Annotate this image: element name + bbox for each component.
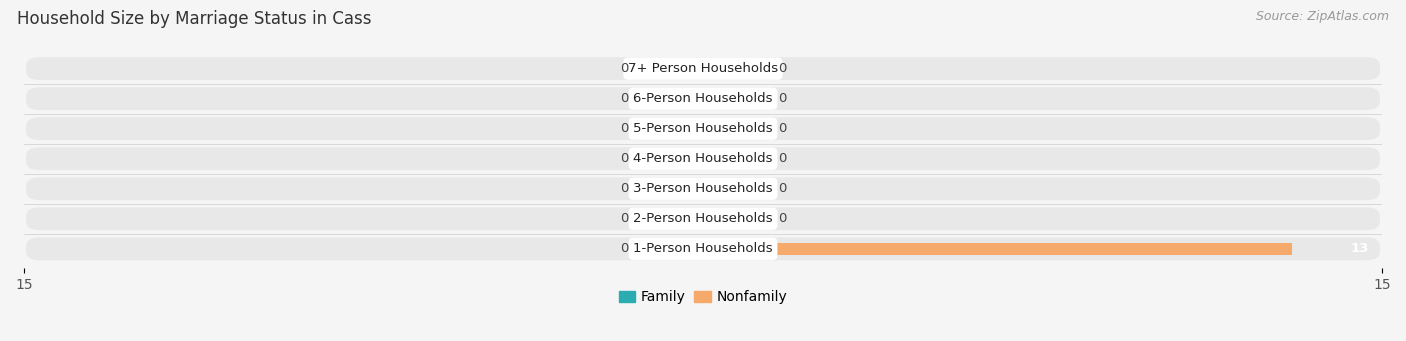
Text: 0: 0 [778, 122, 786, 135]
Bar [703, 122, 770, 135]
Text: 1-Person Households: 1-Person Households [633, 242, 773, 255]
Text: 2-Person Households: 2-Person Households [633, 212, 773, 225]
Legend: Family, Nonfamily: Family, Nonfamily [613, 284, 793, 310]
Text: Source: ZipAtlas.com: Source: ZipAtlas.com [1256, 10, 1389, 23]
FancyBboxPatch shape [27, 117, 1379, 140]
Bar [636, 62, 703, 75]
Text: 0: 0 [620, 122, 628, 135]
Text: 13: 13 [1350, 242, 1368, 255]
Bar [636, 242, 703, 255]
Bar [703, 152, 770, 165]
Bar [636, 122, 703, 135]
FancyBboxPatch shape [27, 87, 1379, 110]
FancyBboxPatch shape [27, 147, 1379, 170]
Text: 0: 0 [778, 212, 786, 225]
Text: 3-Person Households: 3-Person Households [633, 182, 773, 195]
FancyBboxPatch shape [27, 207, 1379, 230]
Text: 0: 0 [778, 182, 786, 195]
Text: 4-Person Households: 4-Person Households [633, 152, 773, 165]
Bar [636, 152, 703, 165]
Text: 0: 0 [620, 92, 628, 105]
Bar [636, 212, 703, 225]
Bar [703, 212, 770, 225]
Text: 0: 0 [620, 62, 628, 75]
FancyBboxPatch shape [27, 237, 1379, 260]
Bar [636, 182, 703, 195]
Text: 0: 0 [620, 242, 628, 255]
FancyBboxPatch shape [27, 57, 1379, 80]
Bar [636, 92, 703, 105]
Text: 6-Person Households: 6-Person Households [633, 92, 773, 105]
Text: 0: 0 [778, 62, 786, 75]
Text: 0: 0 [620, 152, 628, 165]
Text: 0: 0 [620, 212, 628, 225]
Bar [703, 92, 770, 105]
Bar [703, 242, 1292, 255]
Bar [703, 62, 770, 75]
Text: 5-Person Households: 5-Person Households [633, 122, 773, 135]
FancyBboxPatch shape [27, 177, 1379, 200]
Text: 0: 0 [778, 152, 786, 165]
Text: 0: 0 [778, 92, 786, 105]
Text: 7+ Person Households: 7+ Person Households [628, 62, 778, 75]
Bar [703, 182, 770, 195]
Text: 0: 0 [620, 182, 628, 195]
Text: Household Size by Marriage Status in Cass: Household Size by Marriage Status in Cas… [17, 10, 371, 28]
